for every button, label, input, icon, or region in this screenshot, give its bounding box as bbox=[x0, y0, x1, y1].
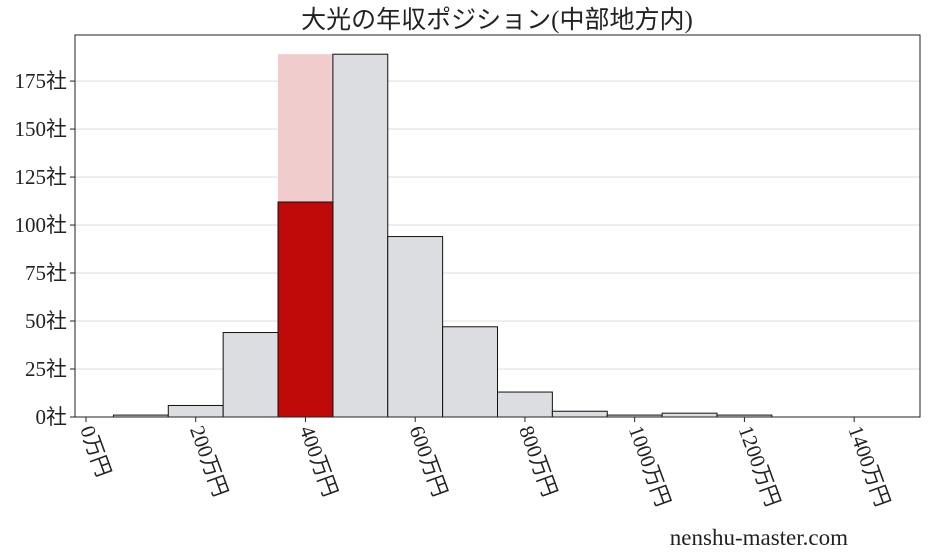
bar bbox=[222, 332, 279, 418]
x-tick-label: 1400万円 bbox=[843, 423, 894, 510]
y-tick-label: 175社 bbox=[15, 69, 68, 93]
x-tick-label: 1200万円 bbox=[734, 423, 785, 510]
y-tick-label: 50社 bbox=[25, 309, 67, 333]
y-tick-label: 150社 bbox=[15, 117, 68, 141]
bar bbox=[167, 404, 224, 418]
y-tick-label: 75社 bbox=[25, 261, 67, 285]
bar bbox=[551, 410, 608, 418]
bar bbox=[442, 326, 499, 418]
x-tick-label: 0万円 bbox=[75, 423, 116, 481]
x-tick-label: 800万円 bbox=[514, 423, 562, 500]
chart-title: 大光の年収ポジション(中部地方内) bbox=[301, 6, 693, 34]
y-tick-label: 125社 bbox=[15, 165, 68, 189]
x-tick-label: 400万円 bbox=[295, 423, 343, 500]
y-tick-label: 25社 bbox=[25, 357, 67, 381]
bar bbox=[497, 391, 553, 418]
watermark: nenshu-master.com bbox=[670, 525, 848, 550]
bar bbox=[332, 53, 389, 418]
x-tick-label: 1000万円 bbox=[624, 423, 675, 510]
bar bbox=[661, 412, 718, 418]
x-tick-label: 600万円 bbox=[404, 423, 452, 500]
x-tick-label: 200万円 bbox=[185, 423, 233, 500]
plot-frame bbox=[74, 34, 921, 418]
y-tick-label: 100社 bbox=[15, 213, 68, 237]
bar bbox=[387, 236, 444, 418]
highlight-bar bbox=[277, 201, 334, 418]
y-tick-label: 0社 bbox=[36, 405, 68, 429]
